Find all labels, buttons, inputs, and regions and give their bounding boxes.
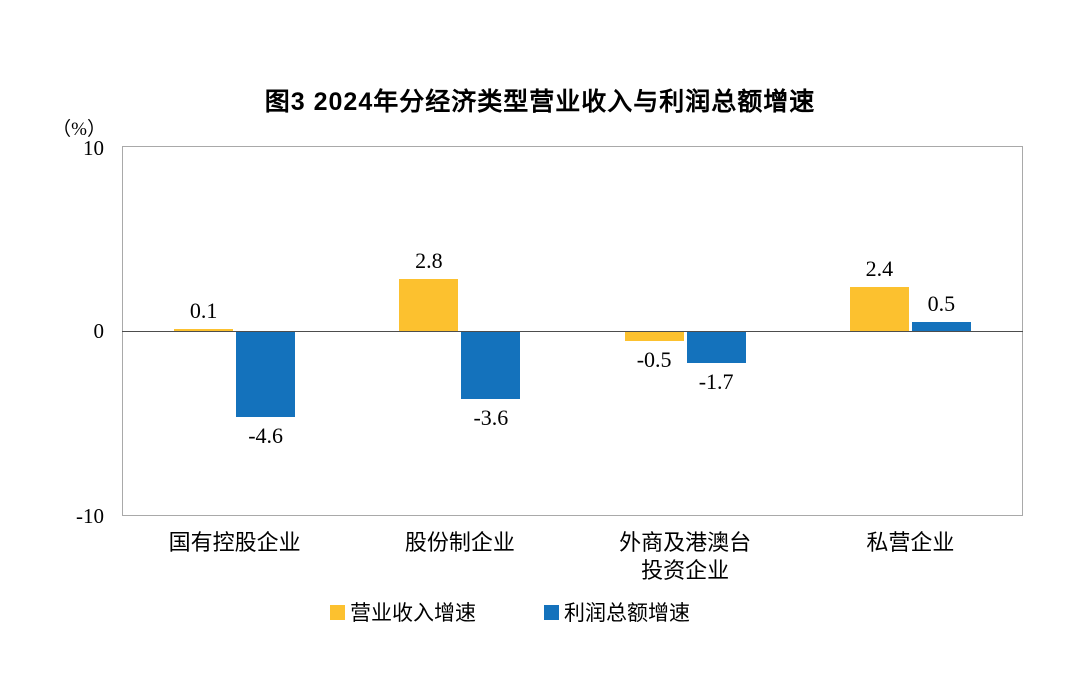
bar-value-label: -4.6 bbox=[248, 423, 284, 449]
bar bbox=[849, 286, 909, 331]
y-axis-unit-label: （%） bbox=[52, 119, 106, 140]
bar-value-label: -3.6 bbox=[473, 404, 509, 430]
legend-swatch-revenue bbox=[330, 605, 345, 620]
legend-item: 营业收入增速 bbox=[330, 601, 476, 625]
y-axis-tick-label: 10 bbox=[83, 136, 104, 160]
bar bbox=[624, 332, 684, 342]
chart-title: 图3 2024年分经济类型营业收入与利润总额增速 bbox=[264, 88, 816, 116]
bar-value-label: 0.1 bbox=[189, 298, 218, 323]
y-axis-tick-label: -10 bbox=[76, 504, 104, 528]
bar-value-label: 2.8 bbox=[415, 248, 443, 274]
y-axis-tick-label: 0 bbox=[93, 319, 105, 343]
x-axis-category-label: 外商及港澳台 投资企业 bbox=[619, 530, 752, 583]
bar-value-label: -0.5 bbox=[636, 347, 672, 373]
x-axis-category-label: 股份制企业 bbox=[404, 530, 515, 555]
bar bbox=[686, 332, 746, 364]
legend-label: 营业收入增速 bbox=[350, 601, 476, 625]
legend: 营业收入增速 利润总额增速 bbox=[330, 601, 690, 625]
x-axis-category-label: 国有控股企业 bbox=[168, 530, 301, 555]
zero-baseline bbox=[122, 331, 1023, 332]
bar bbox=[236, 332, 296, 418]
bar bbox=[399, 279, 459, 331]
bar-value-label: 0.5 bbox=[927, 290, 956, 316]
bar-value-label: 2.4 bbox=[865, 255, 894, 281]
legend-item: 利润总额增速 bbox=[544, 601, 690, 625]
bar bbox=[461, 332, 521, 399]
legend-label: 利润总额增速 bbox=[564, 601, 690, 625]
bar-value-label: -1.7 bbox=[698, 369, 734, 395]
bar bbox=[911, 321, 971, 331]
bar bbox=[174, 329, 234, 331]
legend-swatch-profit bbox=[544, 605, 559, 620]
x-axis-category-label: 私营企业 bbox=[866, 530, 955, 555]
